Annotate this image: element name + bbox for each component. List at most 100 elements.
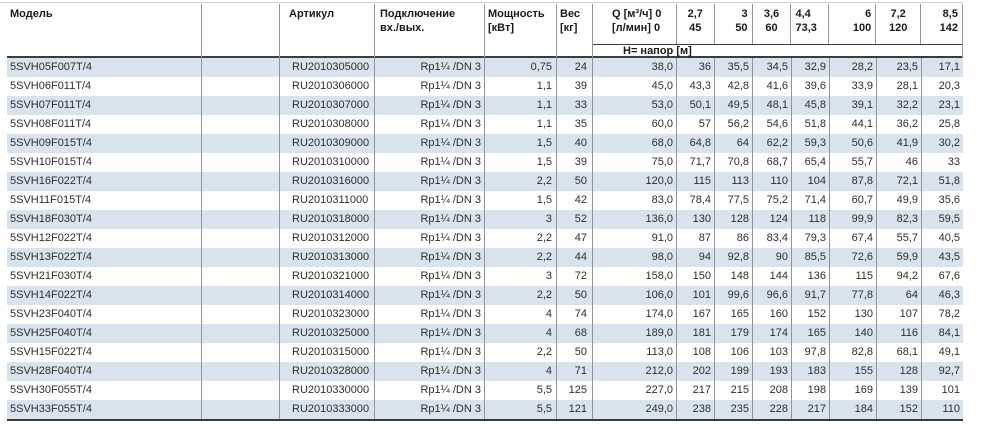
flow-m3h-value: 3: [741, 8, 748, 20]
power-cell: 1,5: [485, 191, 557, 210]
head-value-cell: 23,5: [877, 58, 922, 77]
head-value-cell: 39,6: [792, 77, 830, 96]
col-header-connection-line2: вх./вых.: [380, 22, 425, 34]
connection-cell: Rp1¼ /DN 3: [375, 248, 485, 267]
head-value-cell: 33,9: [830, 77, 877, 96]
connection-cell: Rp1¼ /DN 3: [375, 115, 485, 134]
head-value-cell: 40,5: [938, 232, 960, 244]
head-value-cell: 51,8: [792, 115, 830, 134]
model-cell: 5SVH08F011T/4: [7, 115, 202, 134]
empty-cell: [202, 381, 280, 400]
power-cell: 4: [485, 362, 557, 381]
head-value-cell: 56,2: [715, 115, 753, 134]
connection-cell: Rp1¼ /DN 3: [375, 381, 485, 400]
power-cell: 4: [485, 324, 557, 343]
head-value-cell: 60,7: [830, 191, 877, 210]
head-value-cell: 43,3: [677, 77, 715, 96]
table-row: 5SVH25F040T/4 RU2010325000 Rp1¼ /DN 3 4 68 18…: [7, 324, 963, 343]
head-value-cell: 148: [715, 267, 753, 286]
col-header-weight: Вес [кг]: [557, 4, 593, 58]
head-value-cell: 217: [792, 400, 830, 419]
col-header-flow-rate: Q [м³/ч] 0 [л/мин] 0: [593, 4, 677, 44]
connection-cell: Rp1¼ /DN 3: [375, 210, 485, 229]
weight-cell: 39: [557, 153, 593, 172]
head-value-cell: 36,2: [877, 115, 922, 134]
head-value-cell: 30,2: [938, 137, 960, 149]
table-row: 5SVH30F055T/4 RU2010330000 Rp1¼ /DN 3 5,5 12…: [7, 381, 963, 400]
empty-cell: [202, 77, 280, 96]
flow-m3h-value: 4,4: [795, 8, 811, 20]
model-cell: 5SVH21F030T/4: [7, 267, 202, 286]
head-value-cell: 90: [753, 248, 792, 267]
article-cell: RU2010311000: [280, 191, 375, 210]
head-value-cell: 59,5: [938, 213, 960, 225]
model-cell: 5SVH06F011T/4: [7, 77, 202, 96]
head-value-cell: 51,8: [938, 175, 960, 187]
head-value-cell: 118: [792, 210, 830, 229]
flow-lmin-value: 60: [765, 22, 778, 34]
head-value-cell: 67,4: [830, 229, 877, 248]
head-value-cell: 184: [830, 400, 877, 419]
head-value-cell: 217: [677, 381, 715, 400]
power-cell: 0,75: [485, 58, 557, 77]
head-value-cell: 36: [677, 58, 715, 77]
power-cell: 3: [485, 267, 557, 286]
head-value-cell: 189,0: [593, 324, 677, 343]
table-row: 5SVH28F040T/4 RU2010328000 Rp1¼ /DN 3 4 71 21…: [7, 362, 963, 381]
connection-cell: Rp1¼ /DN 3: [375, 191, 485, 210]
head-value-cell: 152: [792, 305, 830, 324]
model-cell: 5SVH25F040T/4: [7, 324, 202, 343]
head-value-cell: 46,3: [938, 289, 960, 301]
weight-cell: 47: [557, 229, 593, 248]
empty-cell: [202, 153, 280, 172]
head-value-cell: 130: [830, 305, 877, 324]
head-value-cell: 23,1: [938, 99, 960, 111]
table-body: 5SVH05F007T/4 RU2010305000 Rp1¼ /DN 3 0,75 2…: [7, 58, 963, 419]
bottom-divider: [7, 419, 963, 421]
head-value-cell: 106,0: [593, 286, 677, 305]
flow-m3h-value: 8,5: [942, 8, 958, 20]
connection-cell: Rp1¼ /DN 3: [375, 343, 485, 362]
connection-cell: Rp1¼ /DN 3: [375, 134, 485, 153]
head-value-cell: 39,1: [830, 96, 877, 115]
head-value-cell: 215: [715, 381, 753, 400]
weight-cell: 50: [557, 343, 593, 362]
head-value-cell: 34,5: [753, 58, 792, 77]
power-cell: 1,1: [485, 77, 557, 96]
connection-cell: Rp1¼ /DN 3: [375, 305, 485, 324]
article-cell: RU2010318000: [280, 210, 375, 229]
connection-cell: Rp1¼ /DN 3: [375, 362, 485, 381]
head-value-cell: 64: [877, 286, 922, 305]
head-value-cell: 155: [830, 362, 877, 381]
connection-cell: Rp1¼ /DN 3: [375, 286, 485, 305]
head-value-cell: 113,0: [593, 343, 677, 362]
model-cell: 5SVH18F030T/4: [7, 210, 202, 229]
weight-cell: 33: [557, 96, 593, 115]
head-value-cell: 33: [947, 156, 960, 168]
head-value-cell: 50,6: [830, 134, 877, 153]
empty-cell: [202, 58, 280, 77]
head-value-cell: 130: [677, 210, 715, 229]
flow-col-header: 4,4 73,3: [791, 4, 830, 44]
table-row: 5SVH11F015T/4 RU2010311000 Rp1¼ /DN 3 1,5 42…: [7, 191, 963, 210]
article-cell: RU2010310000: [280, 153, 375, 172]
weight-cell: 24: [557, 58, 593, 77]
head-row-label: Н= напор [м]: [623, 45, 692, 57]
article-cell: RU2010328000: [280, 362, 375, 381]
head-value-cell: 45,0: [593, 77, 677, 96]
table-row: 5SVH15F022T/4 RU2010315000 Rp1¼ /DN 3 2,2 50…: [7, 343, 963, 362]
head-value-cell: 75,2: [753, 191, 792, 210]
head-value-cell: 50,1: [677, 96, 715, 115]
article-cell: RU2010305000: [280, 58, 375, 77]
head-value-cell: 169: [830, 381, 877, 400]
article-cell: RU2010315000: [280, 343, 375, 362]
col-header-article: Артикул: [280, 4, 375, 58]
head-value-cell: 46: [877, 153, 922, 172]
table-row: 5SVH21F030T/4 RU2010321000 Rp1¼ /DN 3 3 72 15…: [7, 267, 963, 286]
weight-cell: 52: [557, 210, 593, 229]
head-value-cell: 228: [753, 400, 792, 419]
connection-cell: Rp1¼ /DN 3: [375, 324, 485, 343]
model-cell: 5SVH07F011T/4: [7, 96, 202, 115]
head-value-cell: 115: [830, 267, 877, 286]
head-value-cell: 49,5: [715, 96, 753, 115]
